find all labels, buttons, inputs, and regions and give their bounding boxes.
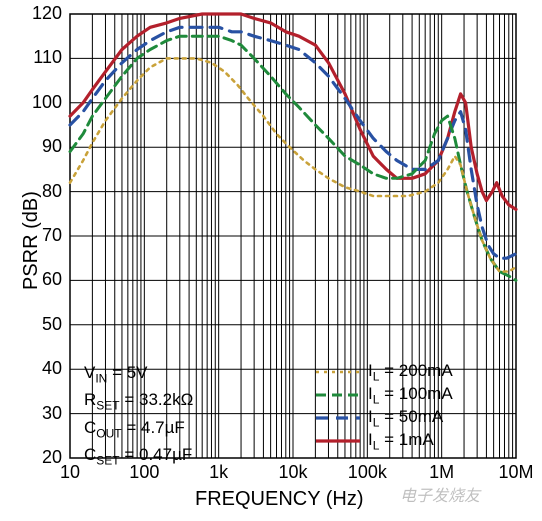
y-tick: 20 <box>12 447 62 468</box>
y-tick: 80 <box>12 181 62 202</box>
y-tick: 30 <box>12 403 62 424</box>
y-tick: 100 <box>12 92 62 113</box>
watermark: 电子发烧友 <box>400 482 480 506</box>
x-tick: 10 <box>60 462 80 483</box>
legend-label: IL = 50mA <box>368 407 443 429</box>
condition-line: RSET = 33.2kΩ <box>84 389 193 416</box>
legend-row-il_1ma: IL = 1mA <box>316 431 434 451</box>
psrr-chart: PSRR (dB) FREQUENCY (Hz) 203040506070809… <box>0 0 542 516</box>
condition-line: COUT = 4.7µF <box>84 417 193 444</box>
x-tick: 1k <box>209 462 228 483</box>
legend-row-il_50ma: IL = 50mA <box>316 408 443 428</box>
x-tick: 10k <box>278 462 307 483</box>
y-tick: 110 <box>12 47 62 68</box>
condition-line: CSET = 0.47µF <box>84 444 193 471</box>
legend-label: IL = 200mA <box>368 361 453 383</box>
y-tick: 120 <box>12 3 62 24</box>
legend-swatch <box>316 385 360 405</box>
conditions-box: VIN = 5VRSET = 33.2kΩCOUT = 4.7µFCSET = … <box>84 362 193 472</box>
legend-label: IL = 1mA <box>368 430 434 452</box>
condition-line: VIN = 5V <box>84 362 193 389</box>
y-tick: 90 <box>12 136 62 157</box>
legend-label: IL = 100mA <box>368 384 453 406</box>
x-axis-label: FREQUENCY (Hz) <box>195 488 364 511</box>
x-tick: 10M <box>498 462 533 483</box>
y-tick: 50 <box>12 314 62 335</box>
x-tick: 100k <box>348 462 387 483</box>
x-tick: 1M <box>429 462 454 483</box>
y-tick: 40 <box>12 358 62 379</box>
legend-row-il_200ma: IL = 200mA <box>316 362 453 382</box>
legend-row-il_100ma: IL = 100mA <box>316 385 453 405</box>
legend-swatch <box>316 408 360 428</box>
legend-swatch <box>316 431 360 451</box>
chart-plot-svg <box>0 0 542 516</box>
y-tick: 70 <box>12 225 62 246</box>
legend-swatch <box>316 362 360 382</box>
y-tick: 60 <box>12 269 62 290</box>
